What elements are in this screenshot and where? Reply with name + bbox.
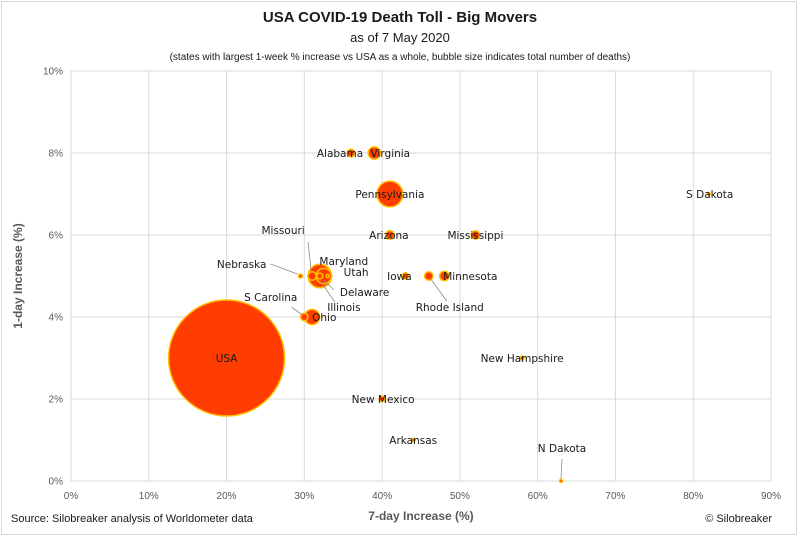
- x-tick-label: 80%: [683, 491, 703, 502]
- point-label-alabama: Alabama: [317, 148, 363, 160]
- y-tick-label: 6%: [49, 231, 64, 242]
- bubble-mississippi: [470, 230, 481, 240]
- point-label-delaware: Delaware: [340, 287, 389, 299]
- leader-line: [270, 263, 298, 275]
- point-label-minnesota: Minnesota: [443, 271, 497, 283]
- point-label-nebraska: Nebraska: [217, 259, 267, 271]
- bubble-missouri: [307, 271, 318, 281]
- point-label-arizona: Arizona: [369, 230, 408, 242]
- point-label-pennsylvania: Pennsylvania: [355, 189, 424, 201]
- bubble-new-mexico: [378, 395, 386, 403]
- chart-title: USA COVID-19 Death Toll - Big Movers: [262, 9, 538, 26]
- x-tick-label: 20%: [217, 491, 237, 502]
- point-label-s-dakota: S Dakota: [686, 189, 733, 201]
- x-tick-label: 70%: [605, 491, 625, 502]
- x-axis-label: 7-day Increase (%): [368, 509, 473, 523]
- x-tick-label: 40%: [372, 491, 392, 502]
- x-tick-label: 0%: [64, 491, 79, 502]
- point-label-missouri: Missouri: [261, 225, 304, 237]
- bubble-utah: [325, 273, 331, 279]
- x-tick-label: 60%: [528, 491, 548, 502]
- leader-line: [560, 458, 563, 480]
- source-note: Source: Silobreaker analysis of Worldome…: [11, 513, 253, 525]
- y-tick-label: 0%: [49, 477, 64, 488]
- x-tick-label: 90%: [761, 491, 781, 502]
- point-label-iowa: Iowa: [387, 271, 412, 283]
- leader-line: [320, 281, 336, 303]
- point-label-s-carolina: S Carolina: [244, 292, 297, 304]
- bubble-s-dakota: [706, 191, 712, 197]
- point-label-ohio: Ohio: [312, 312, 336, 324]
- y-tick-label: 2%: [49, 395, 64, 406]
- bubble-new-hampshire: [519, 355, 525, 361]
- copyright-note: © Silobreaker: [705, 513, 772, 525]
- bubble-arkansas: [410, 437, 416, 443]
- bubble-usa: [167, 299, 286, 417]
- leader-line: [291, 306, 303, 316]
- leader-line: [430, 278, 448, 302]
- bubble-minnesota: [438, 270, 450, 282]
- point-label-mississippi: Mississippi: [447, 230, 503, 242]
- bubble-n-dakota: [558, 478, 564, 484]
- y-tick-label: 4%: [49, 313, 64, 324]
- chart-note: (states with largest 1-week % increase v…: [169, 52, 631, 63]
- bubble-arizona: [384, 229, 395, 241]
- point-label-usa: USA: [216, 353, 239, 365]
- x-tick-label: 30%: [294, 491, 314, 502]
- point-label-rhode-island: Rhode Island: [416, 302, 484, 314]
- point-label-illinois: Illinois: [327, 302, 360, 314]
- bubble-s-carolina: [299, 312, 309, 322]
- y-axis-label: 1-day Increase (%): [11, 223, 25, 328]
- y-tick-label: 8%: [49, 149, 64, 160]
- chart-subtitle: as of 7 May 2020: [350, 30, 450, 45]
- point-label-new-hampshire: New Hampshire: [481, 353, 564, 365]
- point-label-arkansas: Arkansas: [389, 435, 437, 447]
- bubble-iowa: [401, 272, 410, 280]
- y-tick-label: 10%: [43, 67, 63, 78]
- point-label-utah: Utah: [344, 267, 369, 279]
- bubble-rhode-island: [423, 271, 434, 281]
- bubble-alabama: [346, 148, 356, 158]
- leader-line: [323, 279, 335, 291]
- bubble-delaware: [316, 272, 324, 280]
- point-label-virginia: Virginia: [371, 148, 411, 160]
- point-label-n-dakota: N Dakota: [538, 443, 586, 455]
- x-tick-label: 50%: [450, 491, 470, 502]
- bubble-pennsylvania: [376, 180, 404, 208]
- point-label-new-mexico: New Mexico: [352, 394, 415, 406]
- point-label-maryland: Maryland: [319, 256, 368, 268]
- bubble-nebraska: [297, 273, 304, 279]
- bubble-virginia: [367, 146, 382, 160]
- leader-line: [307, 241, 312, 272]
- x-tick-label: 10%: [139, 491, 159, 502]
